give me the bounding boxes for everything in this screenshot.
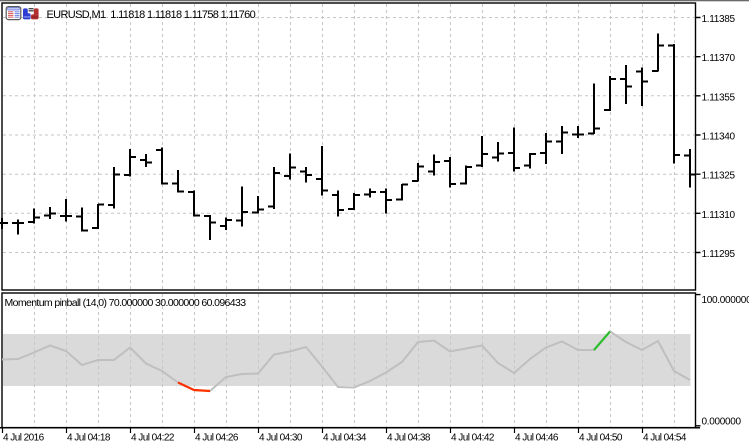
svg-text:1.11370: 1.11370 (702, 53, 736, 64)
svg-text:1.11325: 1.11325 (702, 171, 736, 182)
svg-text:1.11355: 1.11355 (702, 92, 736, 103)
svg-text:Momentum pinball (14,0) 70.000: Momentum pinball (14,0) 70.000000 30.000… (5, 297, 247, 309)
svg-text:1.11310: 1.11310 (702, 210, 736, 221)
svg-text:1.11340: 1.11340 (702, 132, 736, 143)
svg-text:1.11295: 1.11295 (702, 249, 736, 260)
svg-text:EURUSD,M1 1.11818 1.11818 1.1: EURUSD,M1 1.11818 1.11818 1.11758 1.1176… (47, 9, 256, 21)
svg-text:4 Jul 04:42: 4 Jul 04:42 (451, 433, 495, 444)
svg-text:4 Jul 04:38: 4 Jul 04:38 (387, 433, 431, 444)
svg-text:1.11385: 1.11385 (702, 14, 736, 25)
svg-text:4 Jul 04:26: 4 Jul 04:26 (195, 433, 239, 444)
svg-text:4 Jul 04:30: 4 Jul 04:30 (259, 433, 303, 444)
svg-text:4 Jul 04:22: 4 Jul 04:22 (131, 433, 175, 444)
svg-text:4 Jul 04:46: 4 Jul 04:46 (515, 433, 559, 444)
svg-text:4 Jul 04:18: 4 Jul 04:18 (67, 433, 111, 444)
svg-text:4 Jul 2016: 4 Jul 2016 (3, 433, 45, 444)
svg-text:4 Jul 04:54: 4 Jul 04:54 (643, 433, 687, 444)
svg-text:4 Jul 04:34: 4 Jul 04:34 (323, 433, 367, 444)
svg-text:4 Jul 04:50: 4 Jul 04:50 (579, 433, 623, 444)
svg-text:0.000000: 0.000000 (702, 417, 742, 428)
svg-text:100.000000: 100.000000 (702, 295, 749, 306)
